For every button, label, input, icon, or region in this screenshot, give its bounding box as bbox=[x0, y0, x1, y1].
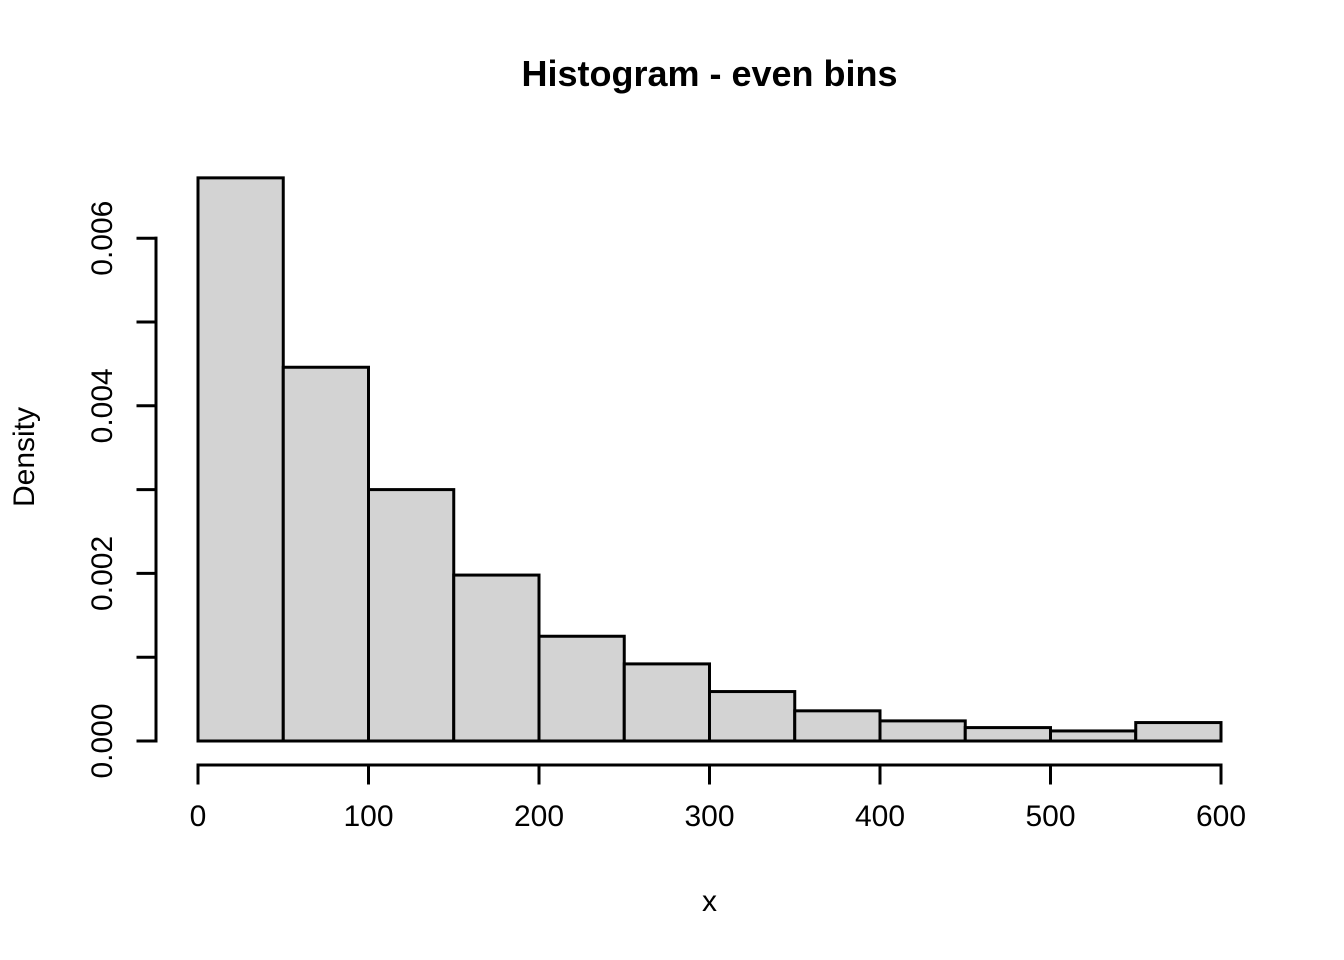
x-axis: 0 100 200 300 400 500 600 bbox=[190, 763, 1246, 833]
y-axis: 0.000 0.002 0.004 0.006 bbox=[86, 201, 158, 779]
chart-title: Histogram - even bins bbox=[521, 53, 898, 94]
x-tick-label: 600 bbox=[1196, 800, 1246, 833]
histogram-bar bbox=[708, 690, 797, 743]
y-tick-label: 0.006 bbox=[86, 201, 119, 276]
x-tick-label: 100 bbox=[343, 800, 393, 833]
histogram-bar bbox=[878, 719, 967, 743]
x-axis-title: x bbox=[702, 885, 717, 918]
histogram-bar bbox=[452, 573, 541, 743]
histogram-bar bbox=[622, 662, 711, 743]
histogram-bar bbox=[196, 176, 285, 743]
histogram-bars bbox=[196, 176, 1223, 743]
y-tick-label: 0.004 bbox=[86, 368, 119, 443]
y-tick-label: 0.002 bbox=[86, 536, 119, 611]
histogram-bar bbox=[963, 726, 1052, 743]
x-tick-label: 300 bbox=[684, 800, 734, 833]
histogram-bar bbox=[367, 488, 456, 743]
histogram-bar bbox=[793, 709, 882, 743]
y-tick-label: 0.000 bbox=[86, 703, 119, 778]
x-tick-label: 500 bbox=[1025, 800, 1075, 833]
histogram-bar bbox=[1134, 721, 1223, 743]
histogram-bar bbox=[537, 634, 626, 743]
x-tick-label: 200 bbox=[514, 800, 564, 833]
histogram-bar bbox=[281, 365, 370, 743]
x-tick-label: 400 bbox=[855, 800, 905, 833]
x-tick-label: 0 bbox=[190, 800, 207, 833]
histogram-bar bbox=[1049, 729, 1138, 743]
y-axis-title: Density bbox=[8, 406, 41, 508]
